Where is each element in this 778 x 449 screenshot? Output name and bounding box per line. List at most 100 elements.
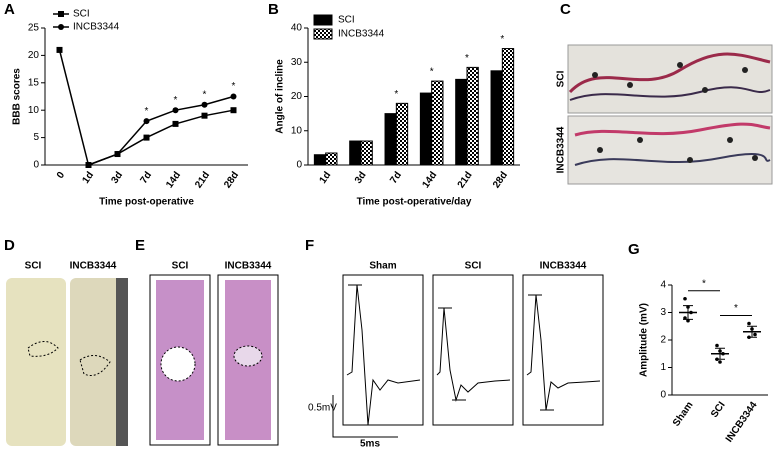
marker	[56, 46, 63, 53]
bar	[325, 152, 338, 166]
marker	[143, 134, 150, 141]
trace-label: SCI	[465, 261, 482, 272]
marker	[172, 107, 179, 114]
y-tick-label: 3	[660, 307, 666, 318]
bar	[419, 92, 433, 166]
y-tick-label: 15	[28, 77, 40, 88]
x-tick-label: 28d	[222, 170, 241, 190]
significance: *	[145, 106, 149, 117]
x-tick-label: 7d	[388, 170, 404, 186]
point	[715, 343, 719, 348]
trace-label: INCB3344	[540, 261, 587, 272]
emg-traces	[332, 274, 604, 438]
image-label: INCB3344	[556, 126, 567, 173]
x-tick-label: 21d	[456, 170, 475, 190]
image-label: SCI	[556, 70, 567, 87]
marker	[201, 112, 208, 119]
marker	[172, 120, 179, 127]
x-axis-label: Time post-operative/day	[357, 197, 472, 208]
y-tick-label: 5	[33, 132, 39, 143]
point	[718, 360, 722, 364]
legend-label: SCI	[338, 15, 355, 26]
bar	[455, 78, 468, 166]
panel-label: A	[4, 1, 15, 18]
x-tick-label: 1d	[80, 170, 96, 186]
x-tick-label: 7d	[138, 170, 154, 186]
y-tick-label: 30	[291, 57, 303, 68]
y-axis-label: Amplitude (mV)	[639, 303, 650, 377]
image-label: INCB3344	[225, 261, 272, 272]
bar	[313, 154, 327, 166]
panel-label: B	[268, 1, 279, 18]
y-tick-label: 1	[660, 362, 666, 373]
y-tick-label: 4	[660, 280, 666, 291]
x-tick-label: 21d	[193, 170, 212, 190]
legend-marker	[58, 11, 64, 17]
image-label: INCB3344	[70, 261, 117, 272]
x-tick-label: SCI	[709, 400, 728, 420]
trace-label: Sham	[369, 261, 396, 272]
y-tick-label: 25	[28, 23, 40, 34]
bar	[360, 140, 373, 166]
panel-label: F	[305, 237, 314, 254]
series-line	[88, 95, 234, 166]
bar	[466, 66, 479, 166]
panel-label: C	[560, 1, 571, 18]
bar	[349, 140, 362, 166]
point	[753, 332, 757, 337]
legend-label: SCI	[73, 9, 90, 20]
marker	[230, 107, 237, 114]
x-tick-label: 14d	[164, 170, 183, 190]
significance: *	[174, 95, 178, 106]
significance: *	[702, 278, 706, 289]
y-tick-label: 0	[33, 160, 39, 171]
y-tick-label: 0	[660, 390, 666, 401]
legend-swatch	[313, 14, 333, 26]
significance: *	[500, 34, 504, 45]
legend-marker	[58, 24, 64, 30]
y-tick-label: 20	[291, 91, 303, 102]
x-tick-label: 1d	[318, 170, 334, 186]
x-tick-label: Sham	[671, 400, 696, 429]
scale-label: 5ms	[360, 439, 380, 449]
point	[747, 321, 751, 326]
panel-label: G	[628, 241, 640, 258]
significance: *	[734, 303, 738, 314]
image-label: SCI	[172, 261, 189, 272]
panel-label: E	[135, 237, 145, 254]
legend-label: INCB3344	[73, 22, 120, 33]
x-tick-label: 28d	[491, 170, 510, 190]
y-axis-label: Angle of incline	[275, 59, 286, 134]
image-label: SCI	[25, 261, 42, 272]
marker	[114, 151, 121, 158]
bar	[490, 70, 503, 166]
bar	[384, 113, 397, 166]
significance: *	[430, 67, 434, 78]
significance: *	[232, 81, 236, 92]
significance: *	[465, 53, 469, 64]
point	[683, 296, 687, 301]
legend-label: INCB3344	[338, 29, 385, 40]
significance: *	[394, 89, 398, 100]
spinal-cord-images	[6, 278, 128, 446]
y-tick-label: 40	[291, 23, 303, 34]
footprint-images	[567, 44, 773, 185]
y-tick-label: 10	[28, 105, 40, 116]
marker	[85, 162, 92, 168]
bar	[501, 48, 515, 166]
histology-images	[149, 274, 279, 446]
marker	[201, 101, 208, 108]
y-tick-label: 20	[28, 50, 40, 61]
legend-swatch	[313, 28, 333, 40]
significance: *	[203, 89, 207, 100]
bar	[395, 102, 409, 166]
y-tick-label: 0	[296, 160, 302, 171]
x-tick-label: 3d	[109, 170, 125, 186]
bar	[431, 80, 444, 166]
x-tick-label: 14d	[420, 170, 439, 190]
panel-label: D	[4, 237, 15, 254]
marker	[143, 118, 150, 125]
x-tick-label: 3d	[353, 170, 369, 186]
